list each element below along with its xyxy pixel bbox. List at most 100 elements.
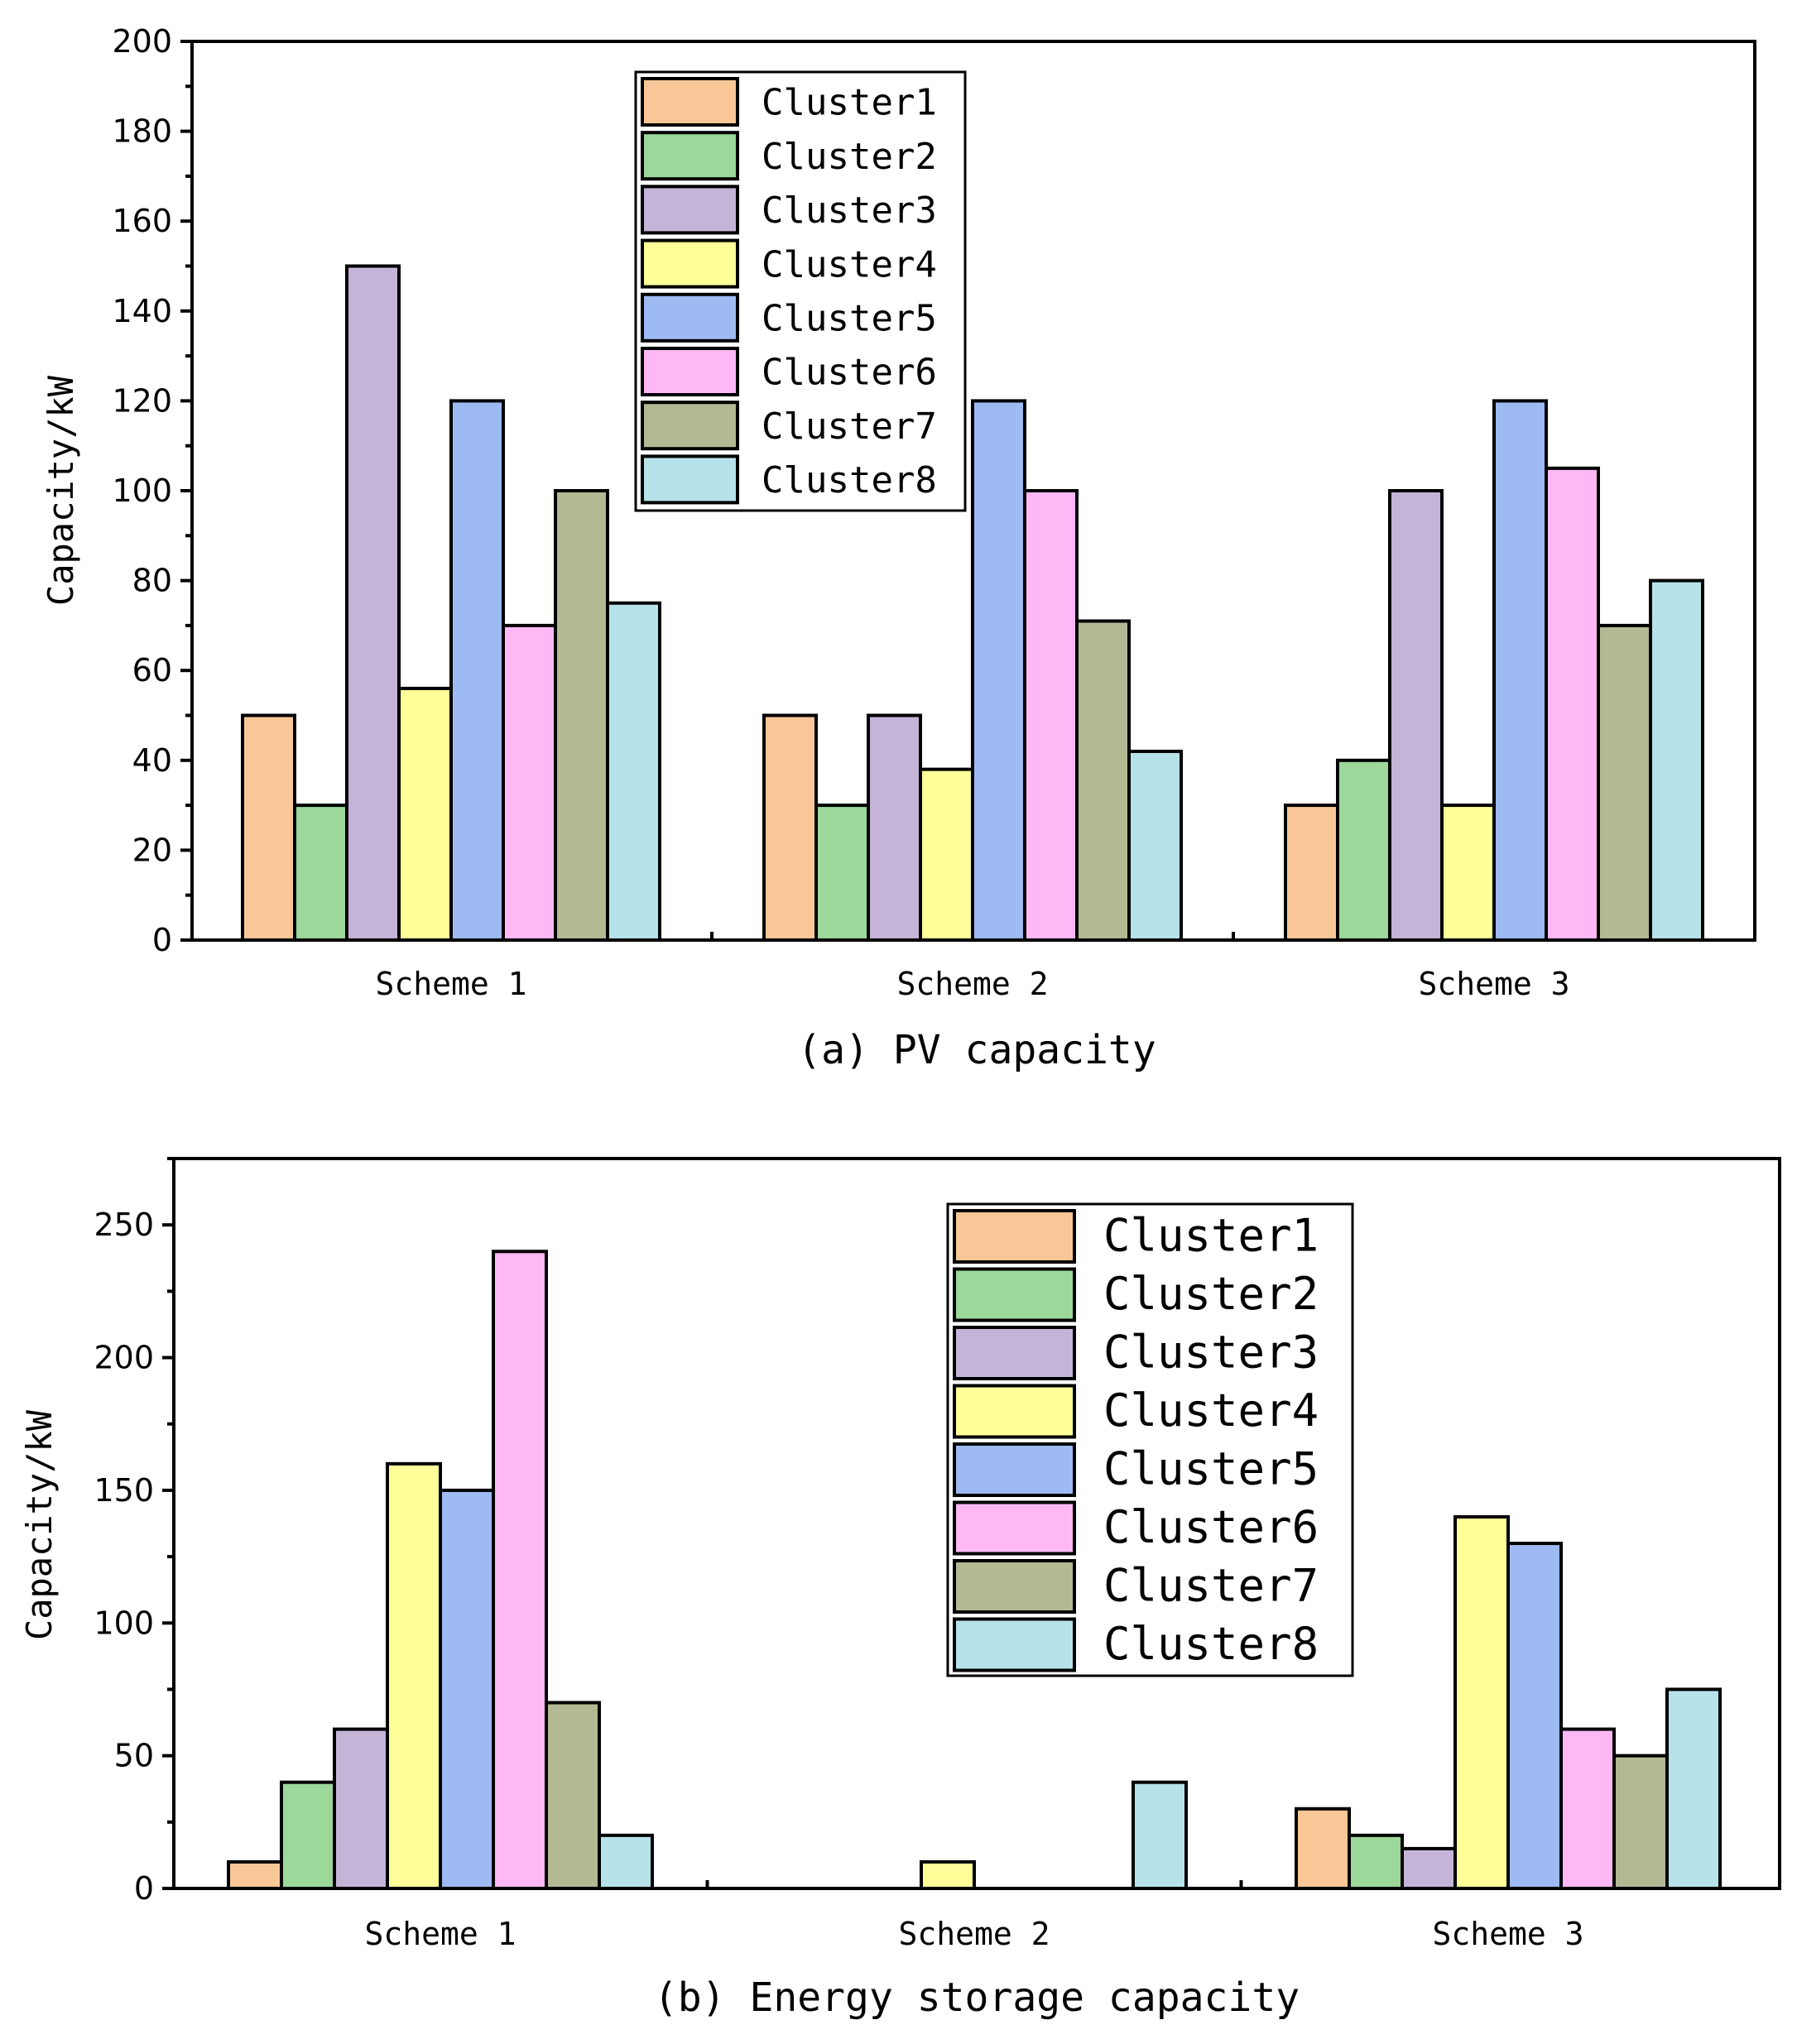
chart-caption: (a) PV capacity [797,1027,1156,1073]
plot-frame [172,1157,1781,1890]
bar-scheme-1-cluster5 [439,1488,495,1890]
bar-scheme-2-cluster4 [920,1859,976,1890]
bar-scheme-2-cluster5 [971,399,1026,942]
bar-scheme-1-cluster6 [502,623,557,943]
y-tick-label: 20 [132,832,172,868]
legend-label-cluster8: Cluster8 [762,459,937,501]
y-tick-label: 60 [132,652,172,689]
legend-swatch-cluster6 [641,347,739,396]
y-tick-label: 150 [94,1472,154,1509]
legend-label-cluster5: Cluster5 [1103,1442,1319,1495]
y-tick-label: 50 [114,1738,154,1774]
legend-label-cluster7: Cluster7 [762,405,937,448]
y-tick-label: 140 [112,293,172,329]
legend-swatch-cluster7 [953,1559,1076,1614]
y-tick-label: 250 [94,1207,154,1243]
x-category-label: Scheme 2 [898,1916,1050,1952]
bar-scheme-1-cluster1 [241,713,296,942]
y-tick-label: 180 [112,113,172,150]
bar-scheme-1-cluster8 [606,601,661,942]
bar-scheme-3-cluster7 [1612,1754,1669,1891]
y-tick-label: 200 [112,23,172,60]
legend-label-cluster7: Cluster7 [1103,1559,1319,1611]
bar-scheme-1-cluster7 [554,489,609,942]
bar-scheme-3-cluster6 [1545,466,1600,942]
legend: Cluster1 Cluster2 Cluster3 Cluster4 Cluster5… [634,70,967,512]
legend-swatch-cluster8 [641,454,739,505]
bar-scheme-3-cluster1 [1284,804,1339,942]
bar-scheme-3-cluster3 [1401,1846,1457,1890]
bar-scheme-1-cluster4 [397,686,453,942]
bar-scheme-1-cluster7 [545,1701,601,1891]
bar-scheme-2-cluster8 [1132,1780,1188,1890]
y-tick-label: 80 [132,563,172,599]
legend-label-cluster2: Cluster2 [762,136,937,178]
legend-swatch-cluster3 [641,185,739,235]
bar-scheme-3-cluster3 [1388,489,1444,942]
bar-scheme-3-cluster4 [1453,1514,1510,1890]
legend-swatch-cluster3 [953,1326,1076,1380]
legend-label-cluster6: Cluster6 [762,352,937,394]
bar-scheme-1-cluster4 [386,1461,442,1890]
bar-scheme-1-cluster5 [449,399,505,942]
bar-scheme-3-cluster8 [1665,1687,1722,1891]
chart-pv-capacity: 0 20 40 60 80 100 120 140 160 180 200 Capacity/kW Sc… [41,23,1756,1073]
y-tick-label: 0 [152,922,172,958]
legend-label-cluster4: Cluster4 [762,243,937,285]
legend-label-cluster8: Cluster8 [1103,1618,1319,1670]
legend-swatch-cluster5 [641,292,739,343]
legend-swatch-cluster7 [641,401,739,451]
legend-swatch-cluster1 [641,77,739,127]
legend-label-cluster5: Cluster5 [762,297,937,339]
y-tick-label: 40 [132,742,172,779]
bar-scheme-1-cluster2 [293,804,348,942]
y-tick-label: 100 [112,473,172,509]
bar-scheme-3-cluster1 [1295,1806,1351,1890]
legend-swatch-cluster2 [953,1267,1076,1322]
bar-scheme-1-cluster3 [345,264,401,942]
legend-label-cluster3: Cluster3 [1103,1326,1319,1378]
y-axis-label: Capacity/kW [41,375,81,606]
legend: Cluster1Cluster2Cluster3Cluster4Cluster5… [946,1202,1354,1677]
legend-label-cluster1: Cluster1 [762,82,937,124]
y-tick-label: 100 [94,1605,154,1641]
legend-label-cluster2: Cluster2 [1103,1268,1319,1320]
bar-scheme-1-cluster8 [598,1833,654,1890]
bar-scheme-2-cluster2 [814,804,870,942]
bar-scheme-3-cluster8 [1649,578,1704,942]
legend-swatch-cluster8 [953,1617,1076,1672]
bar-scheme-2-cluster8 [1127,749,1183,942]
chart-energy-storage-capacity: 0 50 100 150 200 250 Capacity/kW Scheme 1 Scheme… [19,1157,1781,2021]
bar-scheme-1-cluster6 [492,1250,548,1890]
legend-swatch-cluster4 [641,238,739,289]
bar-scheme-1-cluster3 [333,1727,389,1891]
bar-scheme-3-cluster2 [1336,758,1391,942]
x-category-label: Scheme 3 [1432,1916,1583,1952]
legend-swatch-cluster1 [953,1209,1076,1264]
legend-swatch-cluster5 [953,1442,1076,1497]
bar-scheme-2-cluster3 [867,713,922,942]
bar-scheme-2-cluster6 [1023,489,1079,942]
bar-scheme-2-cluster1 [762,713,818,942]
bar-scheme-3-cluster7 [1597,623,1652,943]
legend-label-cluster1: Cluster1 [1103,1209,1319,1261]
bar-scheme-1-cluster1 [227,1859,283,1890]
x-category-label: Scheme 1 [375,966,526,1002]
legend-label-cluster3: Cluster3 [762,190,937,232]
y-tick-label: 120 [112,382,172,419]
y-tick-label: 160 [112,203,172,239]
x-category-label: Scheme 3 [1418,966,1569,1002]
y-tick-label: 0 [134,1870,154,1907]
chart-caption: (b) Energy storage capacity [654,1974,1300,2021]
bar-scheme-3-cluster6 [1559,1727,1616,1891]
bar-scheme-2-cluster4 [919,767,974,942]
legend-swatch-cluster2 [641,131,739,181]
bar-scheme-3-cluster2 [1348,1833,1404,1890]
bar-scheme-3-cluster5 [1492,399,1548,942]
legend-swatch-cluster4 [953,1384,1076,1439]
legend-swatch-cluster6 [953,1500,1076,1556]
y-tick-label: 200 [94,1340,154,1376]
y-axis-label: Capacity/kW [19,1409,60,1640]
bar-scheme-3-cluster5 [1506,1542,1563,1891]
